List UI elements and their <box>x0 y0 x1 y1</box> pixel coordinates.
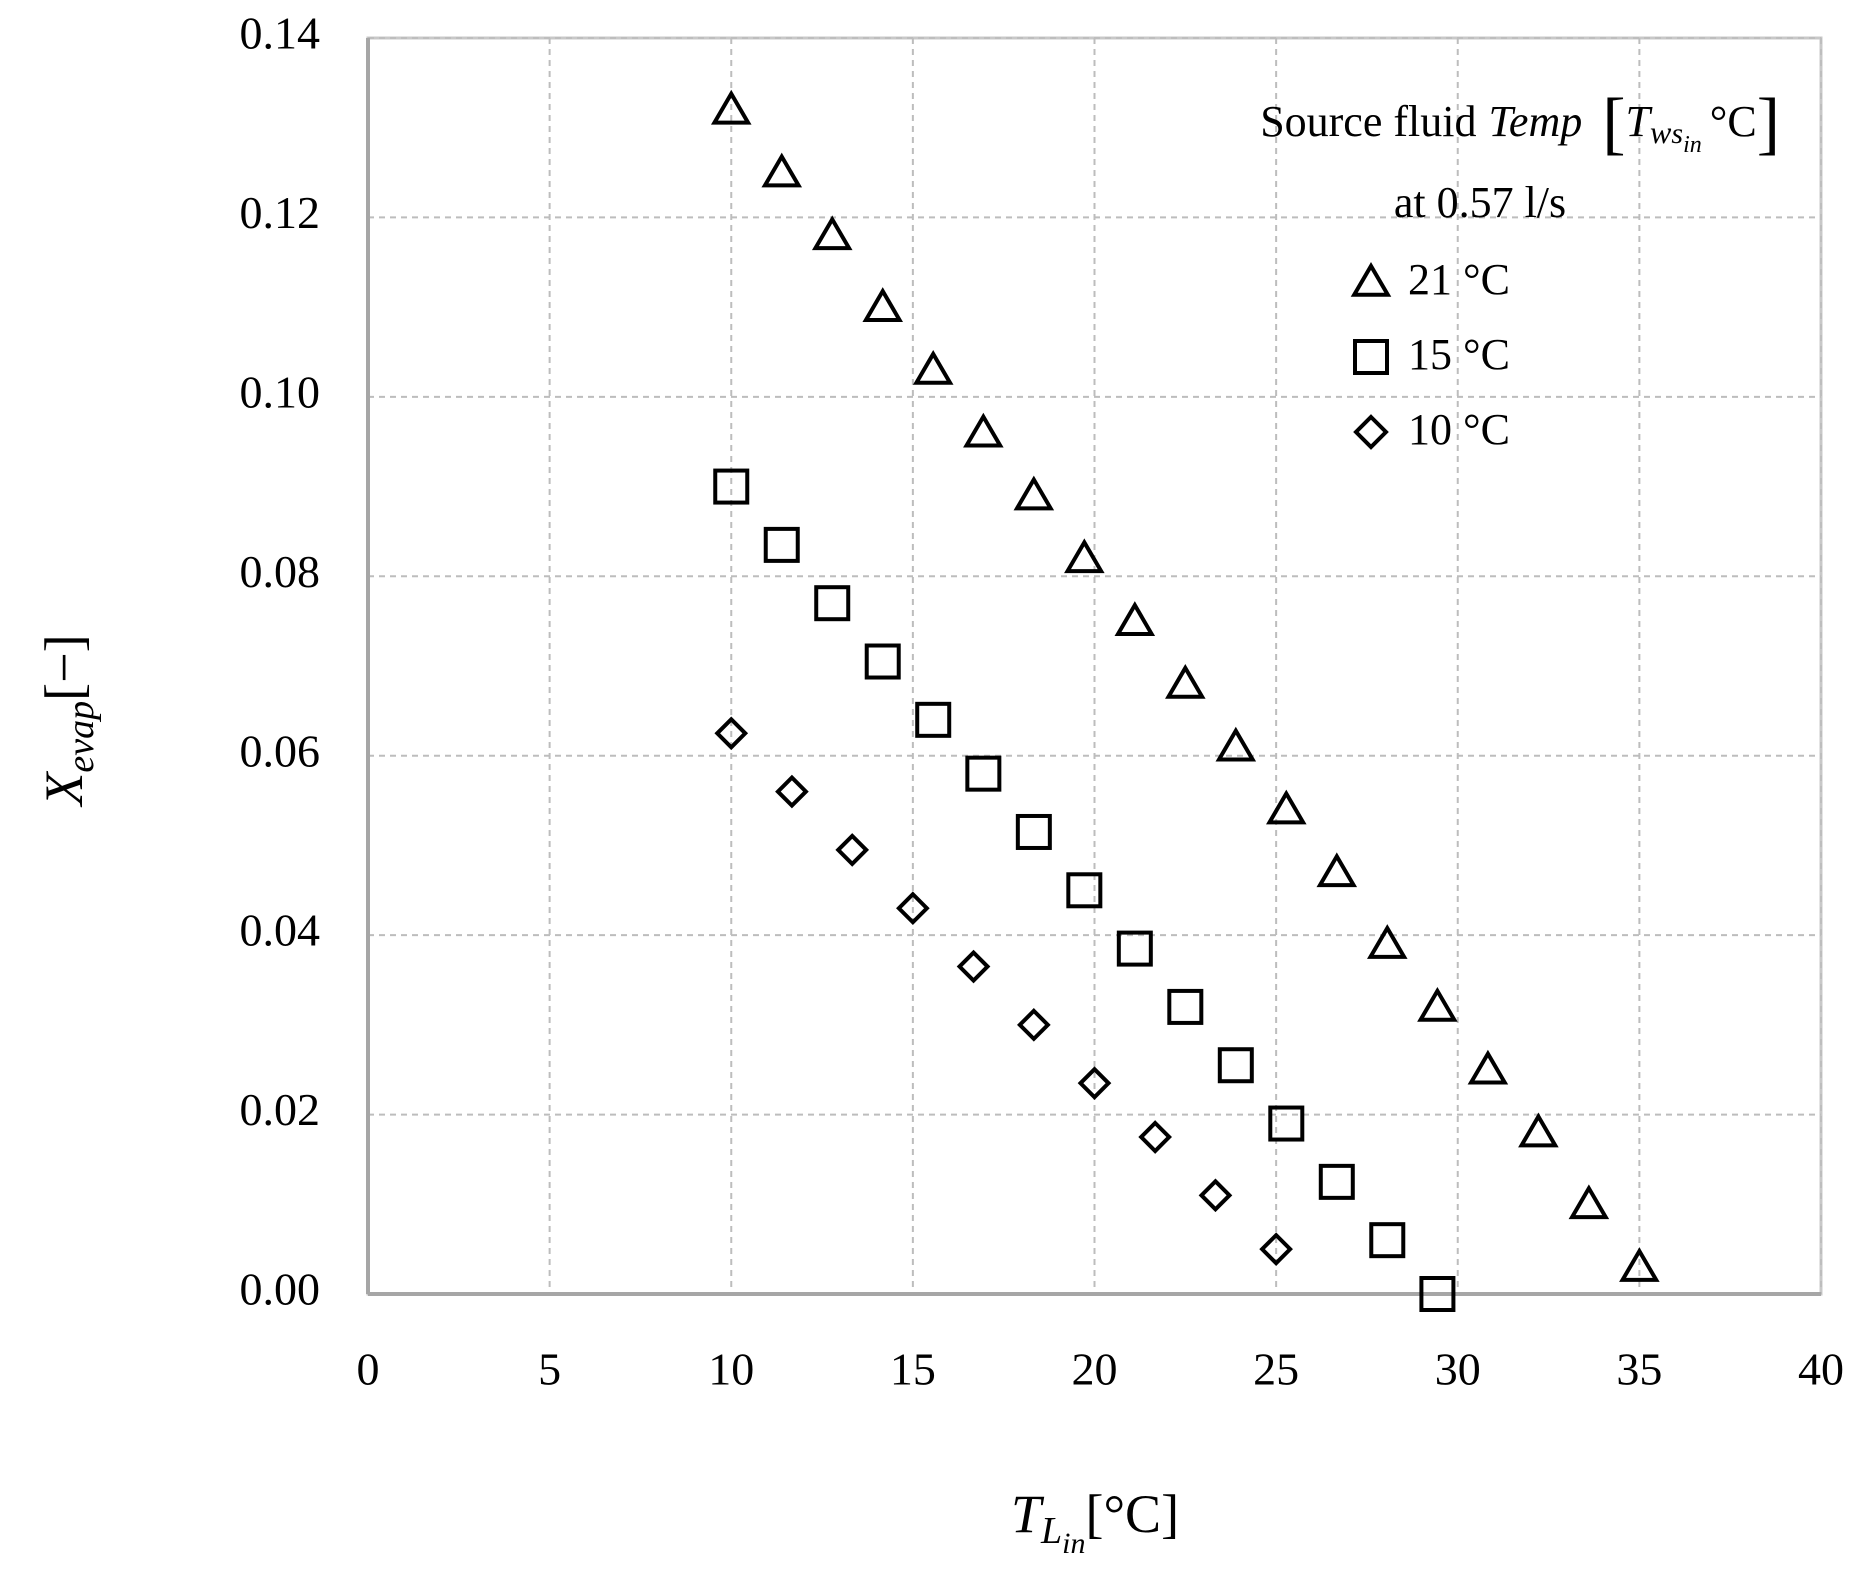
data-point <box>864 643 901 680</box>
y-tick-label: 0.02 <box>240 1084 321 1135</box>
data-point <box>1318 1163 1355 1200</box>
data-point <box>1366 924 1408 959</box>
y-tick-label: 0.00 <box>240 1264 321 1315</box>
data-point <box>1316 852 1358 888</box>
data-point <box>1619 1247 1660 1282</box>
legend-label: 10 °C <box>1408 405 1510 454</box>
data-point <box>1259 1232 1293 1266</box>
x-tick-label: 35 <box>1616 1344 1662 1395</box>
legend-flow: at 0.57 l/s <box>1394 178 1566 227</box>
data-point <box>1017 1008 1051 1042</box>
data-point <box>1467 1049 1509 1085</box>
x-tick-label: 15 <box>890 1344 936 1395</box>
data-point <box>775 774 809 809</box>
y-tick-label: 0.14 <box>240 8 321 59</box>
data-point <box>763 526 800 563</box>
data-point <box>811 215 853 251</box>
data-point <box>1369 1222 1406 1259</box>
y-tick-label: 0.04 <box>240 905 321 956</box>
x-tick-label: 5 <box>538 1344 561 1395</box>
data-point <box>1165 663 1206 699</box>
y-tick-label: 0.12 <box>240 187 321 238</box>
data-point <box>1167 988 1204 1025</box>
legend-title-part: s <box>1671 117 1683 150</box>
bracket: [ <box>1602 85 1625 162</box>
legend-marker <box>1353 414 1389 450</box>
data-point <box>963 412 1004 448</box>
x-tick-label: 0 <box>357 1344 380 1395</box>
x-tick-label: 10 <box>708 1344 754 1395</box>
legend-title-part: Source fluid <box>1260 97 1476 146</box>
data-point <box>1066 872 1103 909</box>
data-point <box>1268 1105 1305 1142</box>
data-point <box>814 585 851 622</box>
bracket: ] <box>1757 85 1780 162</box>
x-tick-label: 30 <box>1435 1344 1481 1395</box>
legend-title-part: Temp <box>1488 97 1582 146</box>
data-point <box>1215 726 1257 762</box>
data-point <box>965 755 1002 792</box>
data-point <box>1138 1120 1172 1154</box>
data-point <box>1217 1047 1254 1084</box>
legend-label: 15 °C <box>1408 330 1510 379</box>
data-point <box>896 891 930 926</box>
data-point <box>1064 538 1105 574</box>
legend-marker <box>1353 339 1389 375</box>
data-point <box>1518 1112 1559 1148</box>
data-point <box>714 716 749 751</box>
data-point <box>956 949 991 984</box>
data-point <box>1116 930 1153 967</box>
legend-title: Source fluid Temp [Twsin °C] <box>1260 85 1780 162</box>
legend-title-part: T <box>1626 97 1654 146</box>
legend-title-part: °C <box>1710 97 1757 146</box>
legend-title-part: in <box>1683 132 1702 158</box>
legend-label: 21 °C <box>1408 255 1510 304</box>
data-point <box>761 152 803 188</box>
data-point <box>1114 601 1156 636</box>
data-point <box>1417 986 1458 1022</box>
data-point <box>713 468 750 505</box>
x-tick-label: 20 <box>1072 1344 1118 1395</box>
y-tick-label: 0.10 <box>240 366 321 417</box>
data-point <box>1077 1066 1112 1100</box>
data-point <box>1266 789 1307 825</box>
data-point <box>912 349 954 385</box>
data-point <box>862 287 904 322</box>
legend-marker <box>1350 262 1392 297</box>
y-tick-label: 0.08 <box>240 546 321 597</box>
data-point <box>1568 1184 1610 1220</box>
data-point <box>1015 813 1052 850</box>
x-tick-label: 40 <box>1798 1344 1844 1395</box>
data-point <box>1419 1276 1456 1312</box>
x-tick-label: 25 <box>1253 1344 1299 1395</box>
data-point <box>915 701 952 738</box>
data-point <box>1198 1178 1233 1213</box>
legend-title-part: w <box>1650 114 1672 150</box>
data-point <box>710 89 752 125</box>
y-tick-label: 0.06 <box>240 725 321 776</box>
data-point <box>835 833 870 867</box>
y-axis-label: Xevap[−] <box>34 634 101 807</box>
data-point <box>1013 475 1055 511</box>
x-axis-label: TLin[°C] <box>1011 1484 1179 1560</box>
